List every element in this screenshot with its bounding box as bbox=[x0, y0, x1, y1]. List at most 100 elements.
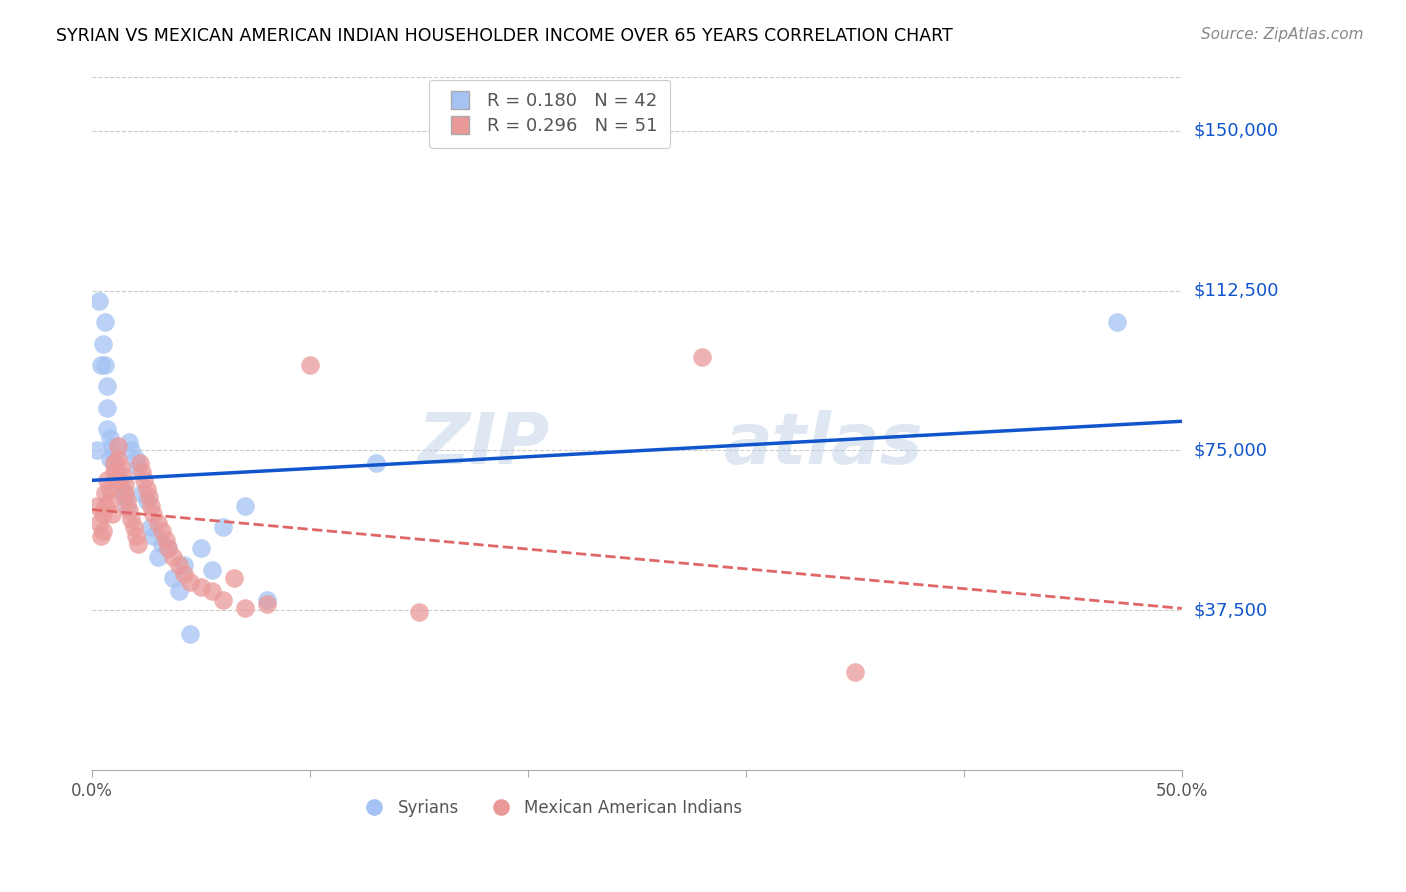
Point bbox=[135, 494, 157, 508]
Point bbox=[111, 486, 134, 500]
Point bbox=[134, 473, 156, 487]
Point bbox=[96, 379, 118, 393]
Point bbox=[101, 508, 124, 522]
Point bbox=[138, 490, 160, 504]
Point bbox=[96, 401, 118, 415]
Point bbox=[299, 358, 322, 372]
Point bbox=[86, 443, 108, 458]
Point bbox=[157, 541, 180, 556]
Point bbox=[110, 460, 132, 475]
Point bbox=[129, 456, 152, 470]
Point bbox=[173, 558, 195, 573]
Point bbox=[190, 541, 212, 556]
Point bbox=[142, 528, 165, 542]
Point bbox=[87, 516, 110, 530]
Text: SYRIAN VS MEXICAN AMERICAN INDIAN HOUSEHOLDER INCOME OVER 65 YEARS CORRELATION C: SYRIAN VS MEXICAN AMERICAN INDIAN HOUSEH… bbox=[56, 27, 953, 45]
Point bbox=[179, 626, 201, 640]
Point bbox=[256, 592, 278, 607]
Text: $37,500: $37,500 bbox=[1194, 601, 1267, 619]
Text: atlas: atlas bbox=[724, 410, 924, 479]
Point bbox=[103, 448, 125, 462]
Point bbox=[135, 482, 157, 496]
Point bbox=[105, 473, 128, 487]
Point bbox=[94, 499, 117, 513]
Point bbox=[127, 537, 149, 551]
Point bbox=[111, 469, 134, 483]
Point bbox=[94, 358, 117, 372]
Point bbox=[162, 571, 184, 585]
Point bbox=[131, 486, 153, 500]
Point bbox=[118, 434, 141, 449]
Point bbox=[96, 422, 118, 436]
Text: $112,500: $112,500 bbox=[1194, 282, 1278, 300]
Point bbox=[150, 524, 173, 539]
Point bbox=[115, 494, 138, 508]
Point bbox=[96, 473, 118, 487]
Point bbox=[110, 477, 132, 491]
Point bbox=[142, 508, 165, 522]
Point bbox=[146, 549, 169, 564]
Point bbox=[139, 520, 162, 534]
Point bbox=[107, 473, 129, 487]
Point bbox=[98, 431, 121, 445]
Point bbox=[122, 520, 145, 534]
Point bbox=[364, 456, 387, 470]
Legend: Syrians, Mexican American Indians: Syrians, Mexican American Indians bbox=[352, 793, 749, 824]
Point bbox=[101, 439, 124, 453]
Point bbox=[157, 541, 180, 556]
Point bbox=[201, 563, 224, 577]
Point bbox=[120, 511, 142, 525]
Point bbox=[115, 499, 138, 513]
Point bbox=[125, 528, 148, 542]
Point bbox=[114, 477, 136, 491]
Point bbox=[91, 336, 114, 351]
Point bbox=[139, 499, 162, 513]
Point bbox=[233, 499, 256, 513]
Point bbox=[107, 439, 129, 453]
Point bbox=[98, 451, 121, 466]
Point bbox=[103, 465, 125, 479]
Point bbox=[114, 490, 136, 504]
Text: ZIP: ZIP bbox=[418, 410, 550, 479]
Point bbox=[256, 597, 278, 611]
Point bbox=[125, 451, 148, 466]
Point bbox=[87, 294, 110, 309]
Point bbox=[233, 601, 256, 615]
Point bbox=[105, 465, 128, 479]
Point bbox=[201, 584, 224, 599]
Point bbox=[169, 558, 191, 573]
Text: $75,000: $75,000 bbox=[1194, 442, 1267, 459]
Point bbox=[86, 499, 108, 513]
Point bbox=[131, 465, 153, 479]
Point bbox=[408, 605, 430, 619]
Point bbox=[173, 566, 195, 581]
Point bbox=[692, 350, 714, 364]
Point bbox=[90, 358, 112, 372]
Point bbox=[118, 503, 141, 517]
Point bbox=[179, 575, 201, 590]
Point bbox=[120, 443, 142, 458]
Point bbox=[98, 494, 121, 508]
Point bbox=[844, 665, 866, 679]
Point bbox=[212, 592, 235, 607]
Point bbox=[169, 584, 191, 599]
Point bbox=[1105, 316, 1128, 330]
Point bbox=[98, 482, 121, 496]
Point bbox=[155, 533, 177, 547]
Point bbox=[94, 486, 117, 500]
Point bbox=[212, 520, 235, 534]
Point bbox=[190, 580, 212, 594]
Point bbox=[150, 537, 173, 551]
Point bbox=[222, 571, 245, 585]
Point bbox=[114, 486, 136, 500]
Point bbox=[103, 456, 125, 470]
Point bbox=[90, 528, 112, 542]
Point bbox=[127, 460, 149, 475]
Text: $150,000: $150,000 bbox=[1194, 121, 1278, 140]
Point bbox=[107, 451, 129, 466]
Point bbox=[91, 524, 114, 539]
Point bbox=[146, 516, 169, 530]
Text: Source: ZipAtlas.com: Source: ZipAtlas.com bbox=[1201, 27, 1364, 42]
Point bbox=[94, 316, 117, 330]
Point bbox=[91, 508, 114, 522]
